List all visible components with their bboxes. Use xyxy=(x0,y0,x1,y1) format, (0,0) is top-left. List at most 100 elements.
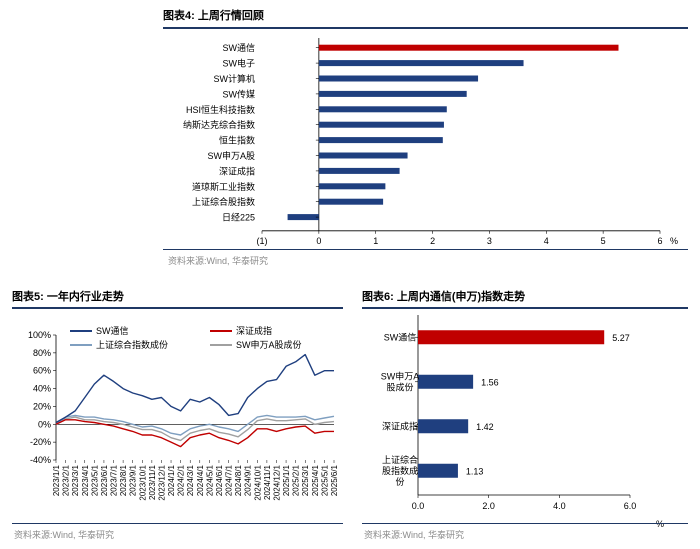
fig5-series-line xyxy=(55,416,335,442)
fig4-x-tick-label: (1) xyxy=(257,236,268,246)
fig6-x-unit: % xyxy=(656,519,664,529)
fig6-x-tick-label: 0.0 xyxy=(412,501,425,511)
fig4-x-tick-label: 3 xyxy=(487,236,492,246)
fig5-x-tick-label: 2023/12/1 xyxy=(157,464,166,500)
fig6-bar xyxy=(418,419,469,434)
fig4-bar xyxy=(287,214,319,221)
fig6-category-label: 股成份 xyxy=(386,381,413,392)
fig4-x-tick-label: 2 xyxy=(430,236,435,246)
fig5-x-tick-label: 2023/5/1 xyxy=(90,464,99,496)
fig4-bar xyxy=(318,90,467,97)
fig4-x-unit: % xyxy=(670,236,678,246)
fig4-bar xyxy=(318,44,619,51)
fig5-x-tick-label: 2024/4/1 xyxy=(196,464,205,496)
fig5-x-tick-label: 2025/3/1 xyxy=(301,464,310,496)
fig5-series-line xyxy=(55,419,334,448)
fig6-category-label: 深证成指 xyxy=(382,420,418,431)
fig5-title: 图表5: 一年内行业走势 xyxy=(12,291,124,303)
fig6-x-tick-label: 4.0 xyxy=(553,501,566,511)
fig5-x-tick-label: 2023/9/1 xyxy=(129,464,138,496)
fig4-category-label: SW通信 xyxy=(223,42,256,53)
fig6-value-label: 1.56 xyxy=(481,377,499,387)
fig6-x-tick-label: 2.0 xyxy=(482,501,495,511)
fig4-category-label: SW计算机 xyxy=(214,73,256,84)
fig6-category-label: 股指数成 xyxy=(382,465,418,476)
fig4-category-label: 恒生指数 xyxy=(219,135,255,146)
fig5-x-tick-label: 2023/2/1 xyxy=(62,464,71,496)
fig5-y-tick-label: 80% xyxy=(33,348,51,358)
fig6-title: 图表6: 上周内通信(申万)指数走势 xyxy=(362,291,526,303)
fig5-y-tick-label: 20% xyxy=(33,401,51,411)
fig4-bar xyxy=(318,121,444,128)
fig5-legend-label: SW申万A股成份 xyxy=(236,339,302,350)
fig4-source-rule xyxy=(163,249,688,250)
fig4-x-tick-label: 1 xyxy=(373,236,378,246)
fig4-category-label: 上证综合股指数 xyxy=(192,196,255,207)
fig5-x-tick-label: 2024/3/1 xyxy=(186,464,195,496)
fig5-x-tick-label: 2025/1/1 xyxy=(282,464,291,496)
fig5-title-rule xyxy=(12,307,343,309)
fig5-x-tick-label: 2024/11/1 xyxy=(263,464,272,500)
fig5-x-tick-label: 2024/12/1 xyxy=(272,464,281,500)
fig4-category-label: 道琼斯工业指数 xyxy=(192,181,255,192)
fig4-bar xyxy=(318,60,524,67)
fig5-x-tick-label: 2024/1/1 xyxy=(167,464,176,496)
fig6-category-label: SW申万A xyxy=(381,370,420,381)
fig5-y-tick-label: 40% xyxy=(33,384,51,394)
fig4-x-tick-label: 0 xyxy=(316,236,321,246)
fig5-y-tick-label: 100% xyxy=(28,330,51,340)
fig5-x-tick-label: 2024/7/1 xyxy=(225,464,234,496)
fig4-bar xyxy=(318,106,447,113)
fig5-x-tick-label: 2024/2/1 xyxy=(177,464,186,496)
fig5-x-tick-label: 2023/7/1 xyxy=(110,464,119,496)
fig6-category-label: 份 xyxy=(395,476,404,487)
fig5-x-tick-label: 2023/4/1 xyxy=(81,464,90,496)
fig5-x-tick-label: 2023/10/1 xyxy=(138,464,147,500)
fig6-x-tick-label: 6.0 xyxy=(624,501,637,511)
fig5-x-tick-label: 2023/1/1 xyxy=(52,464,61,496)
fig4-category-label: 日经225 xyxy=(222,212,255,223)
fig6-bar xyxy=(418,463,458,478)
fig5-source-rule xyxy=(12,523,343,524)
fig5-legend-label: 上证综合指数成份 xyxy=(96,339,168,350)
fig6-value-label: 1.42 xyxy=(476,422,494,432)
fig5-x-tick-label: 2023/6/1 xyxy=(100,464,109,496)
fig5-source: 资料来源:Wind, 华泰研究 xyxy=(14,530,115,540)
fig4-category-label: 纳斯达克综合指数 xyxy=(183,119,255,130)
fig4-bar xyxy=(318,198,384,205)
fig4-bar xyxy=(318,137,443,144)
fig4-title: 图表4: 上周行情回顾 xyxy=(163,10,264,22)
fig4-category-label: SW传媒 xyxy=(223,88,256,99)
fig5-x-tick-label: 2024/8/1 xyxy=(234,464,243,496)
fig4-category-label: SW电子 xyxy=(223,58,256,69)
fig5-y-tick-label: -40% xyxy=(30,455,51,465)
fig6-title-rule xyxy=(362,307,688,309)
fig5-x-tick-label: 2023/3/1 xyxy=(71,464,80,496)
fig6-bar xyxy=(418,330,605,345)
fig4-title-rule xyxy=(163,27,688,29)
fig5-x-tick-label: 2025/2/1 xyxy=(292,464,301,496)
fig4-category-label: HSI恒生科技指数 xyxy=(186,104,255,115)
fig5-x-tick-label: 2023/11/1 xyxy=(148,464,157,500)
fig5-x-tick-label: 2024/10/1 xyxy=(253,464,262,500)
fig6-category-label: SW通信 xyxy=(384,331,417,342)
fig4-x-tick-label: 6 xyxy=(657,236,662,246)
fig5-x-tick-label: 2025/5/1 xyxy=(320,464,329,496)
fig6-value-label: 5.27 xyxy=(612,333,630,343)
fig5-x-tick-label: 2025/4/1 xyxy=(311,464,320,496)
fig5-legend-label: SW通信 xyxy=(96,325,129,336)
fig5-y-tick-label: 60% xyxy=(33,366,51,376)
fig4-bar xyxy=(318,152,408,159)
fig4-bar xyxy=(318,75,479,82)
fig6-bar xyxy=(418,374,474,389)
fig5-y-tick-label: -20% xyxy=(30,437,51,447)
fig5-x-tick-label: 2024/5/1 xyxy=(205,464,214,496)
fig6-source-rule xyxy=(362,523,688,524)
fig6-category-label: 上证综合 xyxy=(382,454,418,465)
fig4-bar xyxy=(318,167,400,174)
fig4-source: 资料来源:Wind, 华泰研究 xyxy=(168,256,269,266)
fig4-category-label: 深证成指 xyxy=(219,165,255,176)
fig5-x-tick-label: 2024/6/1 xyxy=(215,464,224,496)
fig5-legend-label: 深证成指 xyxy=(236,325,272,336)
